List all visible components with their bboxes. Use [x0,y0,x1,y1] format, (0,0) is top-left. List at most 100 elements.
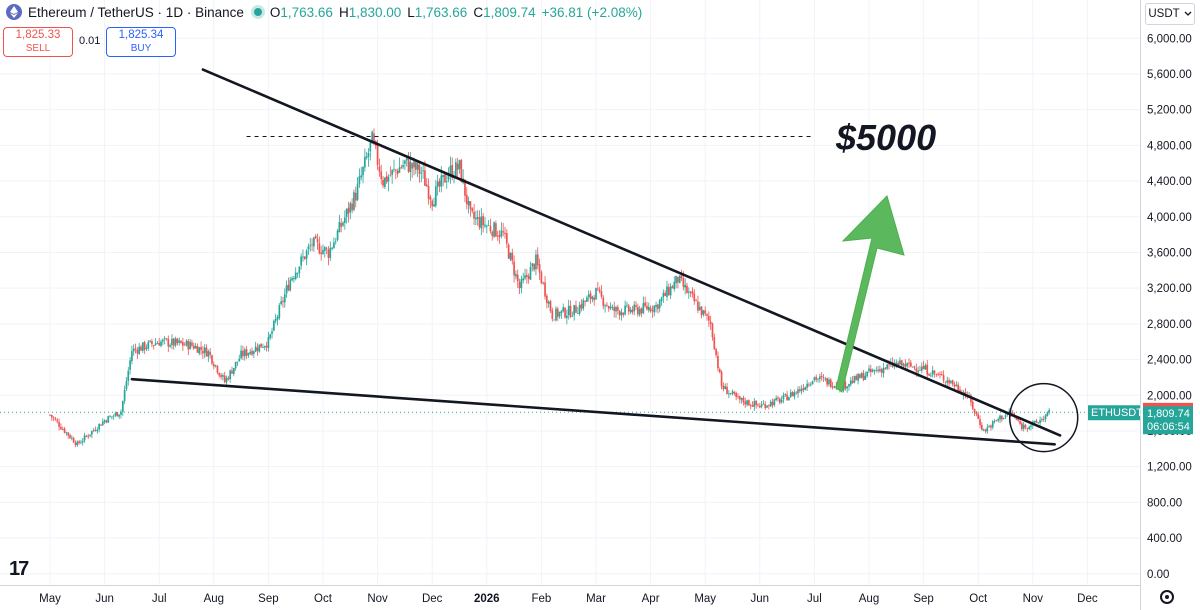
buy-label: BUY [130,43,152,54]
candle-body [203,347,206,353]
y-tick-label: 3,200.00 [1147,283,1192,295]
candle-body [525,274,528,277]
candle-body [85,435,88,437]
y-tick-label: 4,000.00 [1147,212,1192,224]
candle-body [713,337,716,350]
candle-body [405,158,408,161]
low-value: 1,763.66 [414,4,468,20]
candle-body [49,414,51,416]
candle-body [906,362,909,367]
y-tick-label: 2,400.00 [1147,355,1192,367]
x-tick-label: Dec [1077,593,1098,605]
candle-body [664,292,667,296]
candle-body [540,272,543,284]
x-tick-label: Jul [152,593,167,605]
candle-body [433,204,435,207]
candle-body [1004,415,1007,418]
candle-body [482,216,485,226]
candle-body [138,346,141,355]
candle-body [851,380,854,384]
candle-body [928,374,930,376]
candle-body [731,391,734,394]
candle-body [1030,425,1032,427]
target-arrow-icon [835,195,905,393]
x-tick-label: Feb [531,593,551,605]
candle-body [351,203,353,211]
candle-body [205,347,208,357]
buy-button[interactable]: 1,825.34 BUY [106,27,176,57]
candle-body [78,441,80,444]
x-tick-label: Aug [204,593,224,605]
candle-body [744,401,747,405]
candle-body [616,307,619,311]
candle-body [158,342,161,346]
candle-body [398,167,401,173]
candle-body [171,338,173,345]
candle-body [183,344,186,346]
candle-body [808,384,810,386]
candle-body [788,397,790,401]
candle-body [91,430,93,435]
candle-body [953,384,956,387]
candle-body [784,394,787,395]
candle-body [182,342,184,346]
candle-body [343,217,346,223]
candle-body [1033,420,1036,423]
candle-body [880,369,883,373]
candle-body [214,365,217,367]
candle-body [780,399,783,403]
candle-body [1002,417,1005,419]
candle-body [868,368,870,372]
candle-body [440,175,443,187]
candle-body [806,383,808,388]
candle-body [402,165,404,168]
y-tick-label: 4,400.00 [1147,176,1192,188]
candle-body [804,387,807,391]
currency-selector[interactable]: USDT [1145,3,1195,25]
candle-body [940,374,943,376]
candle-body [933,370,936,374]
candle-body [1046,412,1049,416]
candle-body [354,192,357,201]
candle-body [1028,426,1031,429]
candle-body [516,274,519,282]
candle-body [538,264,541,273]
candle-body [384,177,386,187]
candle-body [356,183,359,200]
candle-body [229,370,232,380]
symbol-title[interactable]: Ethereum / TetherUS · 1D · Binance [28,4,244,20]
candle-body [600,291,603,297]
settings-icon[interactable] [1160,590,1174,604]
candle-body [431,200,434,207]
candle-body [649,307,652,312]
candle-body [558,312,561,317]
candle-body [318,243,321,254]
candle-body [267,337,270,348]
candle-body [1042,419,1045,421]
candle-body [252,351,255,354]
x-tick-label: Apr [642,593,660,605]
candle-body [955,384,958,386]
candle-body [94,429,97,431]
tradingview-logo[interactable]: 17 [9,558,29,580]
candle-body [265,345,268,348]
candle-body [757,404,759,406]
candle-body [860,373,863,378]
candle-body [242,350,244,357]
candle-body [778,398,781,403]
candle-body [161,339,164,342]
candle-body [216,365,219,373]
candle-body [848,383,850,387]
candle-body [975,411,978,415]
candle-body [480,216,483,229]
candle-body [291,278,293,281]
y-tick-label: 5,600.00 [1147,69,1192,81]
candle-body [513,261,515,276]
candle-body [935,374,938,375]
candle-body [87,436,90,437]
candle-body [990,425,992,428]
trendline-lower [130,377,1056,446]
sell-button[interactable]: 1,825.33 SELL [3,27,73,57]
candle-body [296,273,299,275]
